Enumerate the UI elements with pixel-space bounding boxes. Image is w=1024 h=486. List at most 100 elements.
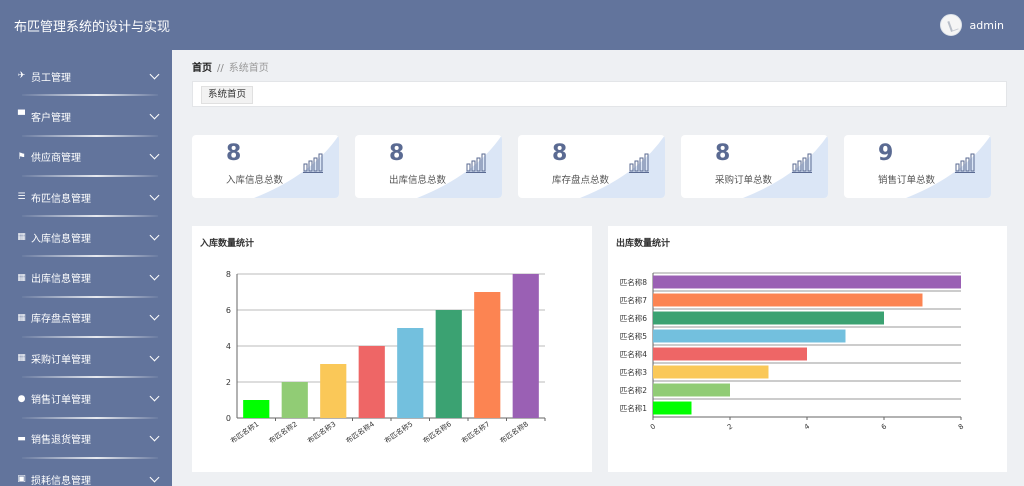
stat-value: 8 — [226, 141, 242, 166]
x-tick-label: 布匹名称5 — [383, 419, 415, 445]
sidebar-item-1[interactable]: ✈ 员工管理 — [0, 56, 172, 97]
bar[interactable] — [397, 328, 424, 418]
y-tick-label: 匹名称4 — [620, 349, 647, 359]
stat-value: 8 — [552, 141, 568, 166]
bar-chart-icon — [955, 153, 975, 173]
sidebar-item-label: 出库信息管理 — [31, 274, 91, 286]
bar[interactable] — [243, 400, 270, 418]
sidebar-item-label: 供应商管理 — [31, 153, 81, 165]
stat-label: 出库信息总数 — [389, 175, 447, 186]
x-tick-label: 2 — [726, 422, 734, 431]
x-tick-label: 6 — [880, 422, 889, 431]
grid-icon: ▦ — [17, 312, 26, 323]
stat-card-2: 8 出库信息总数 — [355, 135, 502, 198]
chevron-down-icon — [149, 310, 160, 321]
card-shade — [254, 135, 339, 198]
bar[interactable] — [653, 329, 846, 343]
main-content: 首页 // 系统首页 系统首页 8 入库信息总数 8 出库信息总数 8 库存盘点总数 8 采购订单… — [172, 50, 1024, 486]
username[interactable]: admin — [969, 18, 1004, 32]
sidebar-item-4[interactable]: ☰ 布匹信息管理 — [0, 177, 172, 218]
inbound-chart-title: 入库数量统计 — [200, 239, 255, 249]
x-tick-label: 布匹名称3 — [306, 419, 338, 445]
x-tick-label: 布匹名称8 — [498, 419, 530, 445]
sidebar-item-label: 客户管理 — [31, 112, 71, 124]
avatar[interactable] — [939, 14, 962, 36]
bar-chart-icon — [466, 153, 486, 173]
grid-icon: ▦ — [17, 232, 26, 243]
x-tick-label: 布匹名称6 — [421, 419, 453, 445]
chevron-down-icon — [149, 431, 160, 442]
sidebar-item-label: 布匹信息管理 — [31, 193, 91, 205]
list-icon: ☰ — [17, 192, 26, 203]
sidebar-item-7[interactable]: ▦ 库存盘点管理 — [0, 298, 172, 339]
y-tick-label: 匹名称5 — [620, 331, 647, 341]
bar-chart-icon — [629, 153, 649, 173]
sidebar-item-label: 库存盘点管理 — [31, 314, 91, 326]
y-tick-label: 匹名称3 — [620, 367, 647, 377]
chevron-down-icon — [149, 109, 160, 120]
y-tick-label: 匹名称1 — [620, 403, 647, 413]
stat-card-3: 8 库存盘点总数 — [518, 135, 665, 198]
sidebar-item-6[interactable]: ▦ 出库信息管理 — [0, 257, 172, 299]
bar[interactable] — [653, 347, 807, 361]
breadcrumb-current: 系统首页 — [228, 63, 269, 74]
breadcrumb-home[interactable]: 首页 — [192, 63, 212, 74]
sidebar-item-5[interactable]: ▦ 入库信息管理 — [0, 217, 172, 258]
sidebar-item-2[interactable]: ▀ 客户管理 — [0, 96, 172, 137]
bar[interactable] — [512, 274, 539, 418]
stat-card-4: 8 采购订单总数 — [681, 135, 828, 198]
tab-home[interactable]: 系统首页 — [201, 86, 254, 104]
top-header: 布匹管理系统的设计与实现 admin — [0, 0, 1024, 50]
sidebar-item-label: 销售退货管理 — [31, 435, 91, 447]
grid-icon: ▦ — [17, 272, 26, 283]
y-tick-label: 匹名称7 — [620, 295, 647, 305]
y-tick-label: 4 — [226, 342, 231, 351]
x-tick-label: 布匹名称4 — [344, 419, 376, 445]
bar[interactable] — [653, 401, 692, 415]
sidebar-item-9[interactable]: ● 销售订单管理 — [0, 378, 172, 419]
x-tick-label: 4 — [803, 422, 812, 431]
bar[interactable] — [435, 310, 462, 418]
bar[interactable] — [474, 292, 501, 418]
chart-icon: ▣ — [17, 474, 26, 485]
bar[interactable] — [320, 364, 347, 418]
user-menu[interactable]: admin — [939, 14, 1004, 36]
bar[interactable] — [653, 293, 923, 307]
card-shade — [417, 135, 502, 198]
flag-icon: ⚑ — [17, 151, 26, 162]
card-shade — [743, 135, 828, 198]
stat-label: 入库信息总数 — [226, 175, 284, 186]
chevron-down-icon — [149, 69, 160, 80]
sidebar-item-label: 销售订单管理 — [31, 395, 91, 407]
monitor-icon: ▬ — [17, 433, 26, 444]
bar[interactable] — [281, 382, 308, 418]
x-tick-label: 8 — [957, 422, 965, 431]
bar-chart-icon — [792, 153, 812, 173]
tab-bar: 系统首页 — [192, 81, 1007, 107]
chevron-down-icon — [149, 190, 160, 200]
sidebar-item-3[interactable]: ⚑ 供应商管理 — [0, 137, 172, 178]
chevron-down-icon — [149, 391, 160, 402]
y-tick-label: 6 — [226, 306, 231, 315]
paper-plane-icon: ✈ — [17, 71, 26, 82]
x-tick-label: 布匹名称2 — [267, 419, 299, 445]
x-tick-label: 0 — [649, 422, 657, 431]
stat-label: 采购订单总数 — [715, 175, 773, 186]
x-tick-label: 布匹名称1 — [229, 419, 261, 445]
bar[interactable] — [358, 346, 385, 418]
bar[interactable] — [653, 365, 769, 379]
chevron-down-icon — [149, 472, 160, 483]
sidebar-item-8[interactable]: ▦ 采购订单管理 — [0, 338, 172, 379]
chevron-down-icon — [149, 351, 160, 362]
sidebar-item-11[interactable]: ▣ 损耗信息管理 — [0, 459, 172, 486]
bar[interactable] — [653, 275, 961, 289]
sidebar-item-10[interactable]: ▬ 销售退货管理 — [0, 419, 172, 460]
stat-label: 销售订单总数 — [878, 175, 936, 186]
outbound-chart-panel: 出库数量统计 0 2 4 6 8 匹名称1 匹名称2 匹名称3 匹名称4 匹名称5 匹名称6 匹名称7… — [608, 226, 1007, 472]
bar[interactable] — [653, 383, 730, 397]
card-shade — [906, 135, 991, 198]
grid-icon: ▦ — [17, 353, 26, 364]
bar[interactable] — [653, 311, 884, 325]
inbound-bar-chart: 0 2 4 6 8 布匹名称1 布匹名称2 布匹名称3 布匹名称4 布匹名称5 布匹名称6 布匹名称7… — [226, 270, 546, 445]
breadcrumb: 首页 // 系统首页 — [192, 59, 269, 74]
